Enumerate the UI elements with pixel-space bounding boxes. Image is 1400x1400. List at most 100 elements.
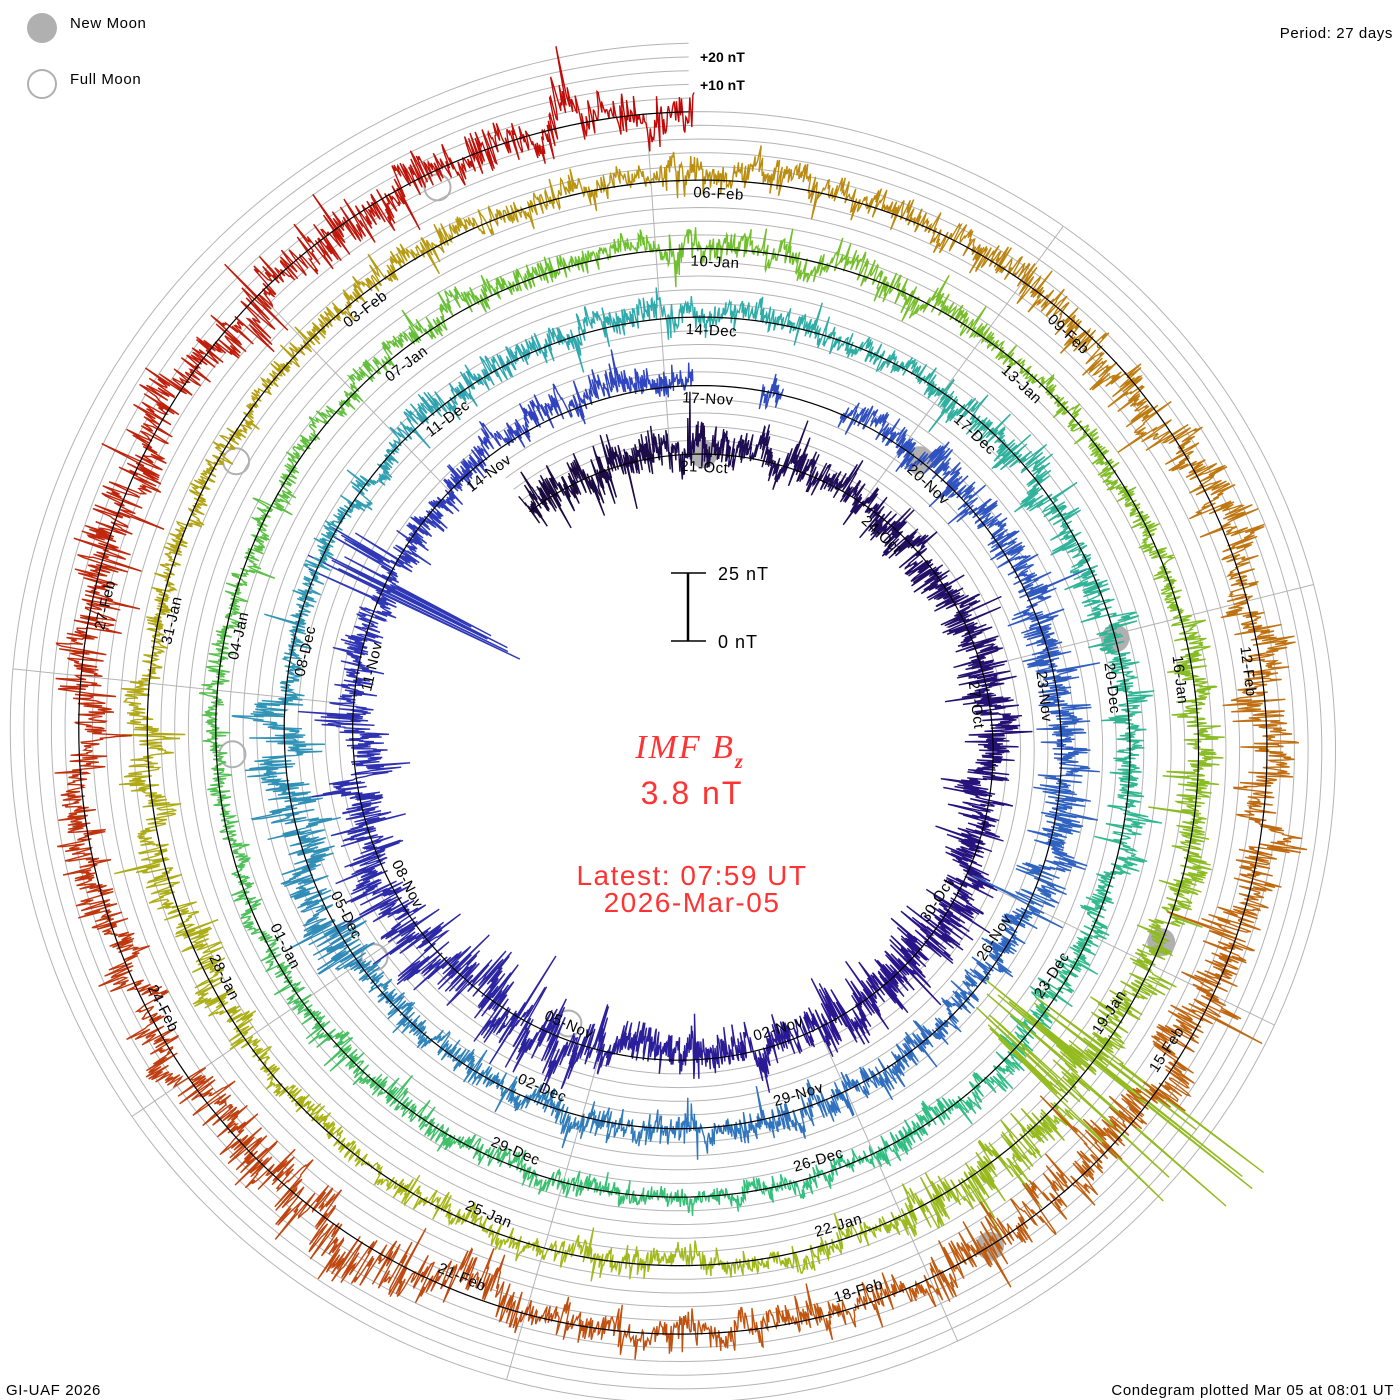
bz-trace-segment [895, 531, 938, 569]
bz-trace-segment [720, 1024, 735, 1065]
bz-trace-segment [144, 367, 202, 397]
bz-trace-segment [1037, 770, 1083, 789]
bz-trace-segment [254, 743, 325, 766]
bz-trace-segment [945, 845, 991, 882]
bz-trace-segment [955, 631, 999, 653]
bz-trace-segment [972, 874, 1060, 915]
bz-trace-segment [192, 988, 240, 1017]
bz-trace-segment [1233, 859, 1282, 894]
bz-trace-segment [231, 703, 290, 727]
bz-trace-segment [855, 251, 879, 287]
bz-trace-segment [765, 1024, 781, 1067]
bz-trace-segment [1151, 1023, 1195, 1074]
bz-trace-segment [868, 510, 898, 541]
bz-trace-segment [913, 569, 950, 595]
bz-trace-segment [1107, 376, 1150, 413]
bz-trace-segment [554, 1103, 577, 1149]
bz-trace-segment [433, 216, 463, 246]
bz-trace-segment [1069, 930, 1099, 957]
bz-trace-segment [440, 1039, 467, 1070]
bz-trace-segment [664, 1187, 687, 1208]
bz-trace-segment [1125, 1081, 1186, 1112]
bz-trace-segment [349, 275, 380, 304]
bz-trace-segment [348, 1052, 371, 1086]
bz-trace-segment [351, 748, 388, 767]
bz-trace-segment [1106, 794, 1162, 824]
bz-trace-segment [541, 1032, 576, 1092]
bz-trace-segment [226, 411, 260, 439]
bz-trace-segment [810, 978, 843, 1053]
bz-trace-segment [661, 1241, 688, 1267]
bz-trace-segment [289, 917, 367, 956]
bz-trace-segment [422, 1189, 452, 1220]
bz-trace-segment [829, 460, 864, 499]
bz-trace-segment [846, 336, 874, 362]
bz-trace-segment [518, 332, 542, 366]
bz-trace-segment [1007, 563, 1052, 586]
bz-trace-segment [121, 672, 161, 699]
bz-trace-segment [899, 199, 927, 233]
new-moon-legend-icon [27, 13, 57, 43]
legend: New Moon Full Moon [27, 13, 147, 99]
bz-trace-segment [715, 429, 732, 463]
bz-trace-segment [771, 1014, 796, 1055]
bz-trace-segment [851, 1148, 876, 1168]
bz-trace-segment [1041, 501, 1082, 526]
bz-trace-segment [467, 1062, 494, 1088]
bz-trace-segment [382, 441, 400, 469]
bz-trace-segment [566, 453, 592, 496]
bz-trace-segment [490, 1223, 517, 1251]
bz-trace-segment [375, 978, 398, 1004]
bz-trace-segment [794, 1283, 829, 1333]
bz-trace-segment [1021, 608, 1065, 639]
bz-trace-segment [599, 1171, 622, 1207]
bz-trace-segment [308, 410, 334, 433]
bz-trace-segment [167, 1067, 216, 1105]
bz-trace-segment [964, 730, 1033, 747]
bz-trace-segment [372, 908, 445, 966]
bz-trace-segment [881, 528, 919, 559]
bz-trace-segment [940, 997, 962, 1033]
bz-trace-segment [937, 293, 965, 322]
bz-trace-segment [665, 151, 694, 199]
bz-trace-segment [556, 1170, 581, 1198]
bz-trace-segment [716, 231, 742, 262]
bz-trace-segment [414, 237, 445, 275]
bz-trace-segment [1090, 443, 1114, 472]
bz-trace-segment [1185, 462, 1231, 496]
bz-trace-segment [762, 228, 788, 274]
bz-trace-segment [871, 188, 905, 231]
bz-trace-segment [280, 848, 334, 885]
bz-trace-segment [222, 833, 250, 855]
bz-trace-segment [533, 394, 559, 429]
bz-trace-segment [660, 429, 677, 473]
bz-trace-segment [509, 417, 531, 448]
bz-trace-segment [1040, 805, 1099, 828]
bz-trace-segment [956, 659, 1008, 679]
bz-trace-segment [516, 1149, 538, 1188]
bz-trace-segment [1158, 872, 1205, 901]
bz-trace-segment [718, 162, 747, 195]
bz-trace-segment [417, 1106, 442, 1141]
bz-trace-segment [389, 243, 418, 269]
bz-trace-segment [1053, 753, 1100, 773]
bz-trace-segment [705, 1034, 723, 1074]
bz-trace-segment [809, 1236, 835, 1271]
bz-trace-segment [399, 1174, 428, 1210]
bz-trace-segment [928, 461, 969, 508]
bz-trace-segment [645, 425, 663, 475]
bz-trace-segment [245, 387, 264, 416]
bz-trace-segment [940, 595, 1002, 628]
bz-trace-segment [270, 344, 301, 376]
date-label: 10-Jan [690, 253, 740, 273]
bz-trace-segment [202, 724, 231, 748]
new-moon-legend-label: New Moon [70, 15, 147, 32]
bz-trace-segment [251, 507, 272, 532]
bz-trace-segment [376, 1176, 407, 1199]
bz-trace-segment [1004, 907, 1063, 930]
bz-trace-segment [343, 373, 364, 403]
bz-trace-segment [791, 1015, 813, 1054]
bz-trace-segment [618, 368, 638, 395]
bz-trace-segment [1129, 957, 1177, 996]
bz-trace-segment [577, 1311, 607, 1343]
